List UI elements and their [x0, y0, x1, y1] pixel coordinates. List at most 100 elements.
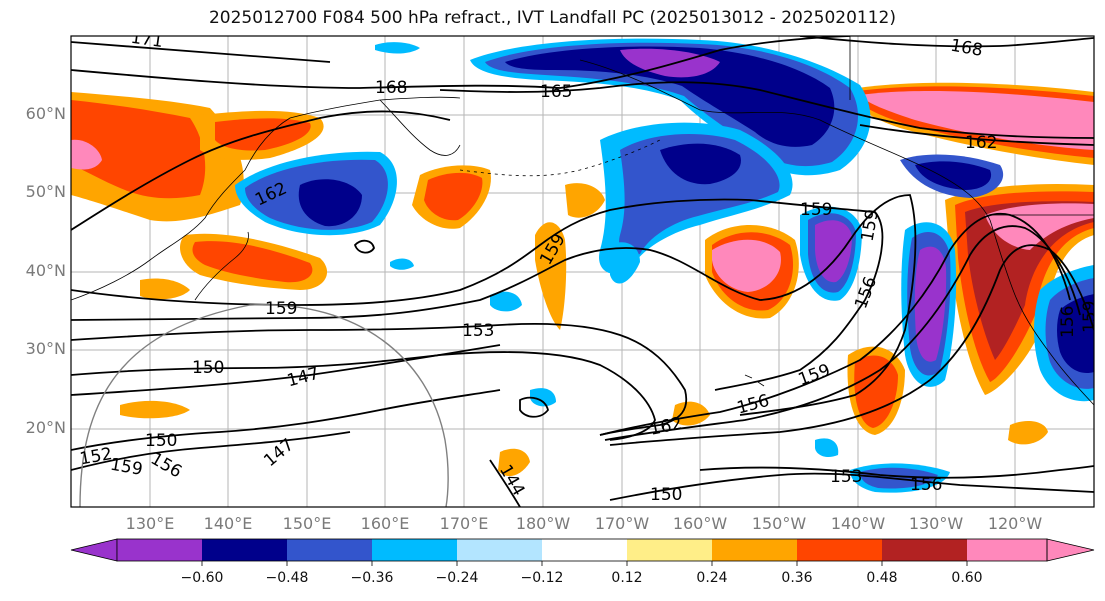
latitude-label: 50°N	[25, 182, 66, 201]
contour-small-closed	[353, 239, 375, 254]
contour-label: 159	[265, 299, 297, 319]
fill-nepac2-purple	[815, 220, 852, 283]
fill-small-lightblue-3	[530, 388, 556, 407]
colorbar-tick-label: 0.12	[611, 570, 643, 586]
fill-westcoast-darkred	[965, 201, 1094, 360]
coast-na-west	[989, 219, 1094, 406]
fill-pacific-red	[424, 172, 483, 221]
fill-japan-red	[192, 241, 313, 283]
contour-trough-2	[604, 225, 1081, 441]
contour-165	[439, 81, 1094, 139]
contour-144	[489, 459, 521, 507]
coast-hawaii	[744, 374, 765, 387]
longitude-label: 130°E	[125, 514, 175, 533]
fill-alaska-pink	[860, 90, 1094, 150]
colorbar-tick-label: −0.24	[435, 570, 479, 586]
contour-label: 150	[192, 358, 224, 378]
colorbar-extend-high	[1046, 538, 1095, 562]
height-contours	[71, 36, 1094, 507]
coast-kamchatka	[379, 99, 461, 156]
contour-label: 150	[650, 485, 682, 505]
coastlines	[71, 36, 1094, 406]
fill-pacific-lightblue	[610, 242, 640, 284]
colorbar-segment	[542, 539, 627, 561]
colorbar-segment	[712, 539, 797, 561]
colorbar	[70, 538, 1095, 566]
contour-label: 153	[462, 321, 494, 341]
contour-label: 150	[145, 431, 177, 451]
fill-pacific-lightblue-2	[375, 42, 420, 54]
fill-small-lightblue-4	[815, 438, 839, 458]
contour-label: 153	[830, 467, 862, 487]
longitude-label: 150°E	[282, 514, 332, 533]
fill-bering-navy	[505, 46, 835, 147]
fill-small-lightblue-2	[390, 258, 414, 270]
fill-okhotsk-navy	[298, 179, 362, 227]
latitude-label: 30°N	[25, 339, 66, 358]
range-circle	[79, 304, 449, 507]
contour-label: 156	[910, 475, 942, 495]
colorbar-segment	[882, 539, 967, 561]
fill-small-west-orange	[140, 278, 190, 300]
colorbar-tick-label: 0.36	[781, 570, 813, 586]
fill-gulf-navy	[660, 143, 741, 185]
longitude-label: 140°E	[203, 514, 253, 533]
contour-159-main	[71, 198, 884, 391]
fill-west-red	[71, 100, 206, 199]
contour-label: 162	[965, 133, 997, 153]
coast-aleutians	[459, 139, 661, 177]
positive-anomaly-fill	[71, 82, 1094, 477]
fill-baja-navy	[1057, 294, 1094, 374]
longitude-label: 160°E	[360, 514, 410, 533]
negative-anomaly-fill	[235, 38, 1094, 493]
colorbar-segment	[797, 539, 882, 561]
fill-west-pink	[71, 139, 102, 170]
colorbar-tick-label: 0.48	[866, 570, 898, 586]
longitude-label: 180°W	[515, 514, 571, 533]
contour-label: 156	[1058, 306, 1078, 338]
map-frame	[70, 35, 1095, 508]
fill-tropic-orange-4	[498, 448, 530, 477]
colorbar-tick-label: −0.36	[350, 570, 394, 586]
fill-bering-purple	[620, 48, 720, 78]
contour-label: 159	[800, 200, 832, 220]
longitude-label: 150°W	[751, 514, 807, 533]
latitude-label: 20°N	[25, 418, 66, 437]
colorbar-tick-label: −0.12	[520, 570, 564, 586]
fill-tropic-orange-2	[1008, 420, 1048, 445]
contour-tropic-150	[609, 472, 1094, 501]
latitude-label: 40°N	[25, 261, 66, 280]
colorbar-segment	[202, 539, 287, 561]
contour-tropic-153	[699, 465, 1094, 479]
contour-tropic-left-2	[71, 431, 351, 471]
longitude-label: 130°W	[908, 514, 964, 533]
colorbar-segment	[117, 539, 202, 561]
colorbar-tick-label: −0.60	[180, 570, 224, 586]
contour-label: 168	[375, 78, 407, 98]
contour-label: 165	[540, 82, 572, 102]
longitude-label: 160°W	[672, 514, 728, 533]
colorbar-tick-label: 0.24	[696, 570, 728, 586]
fill-nepac-pink	[712, 239, 781, 292]
longitude-label: 120°W	[987, 514, 1043, 533]
contour-156-main	[71, 194, 917, 416]
fill-tropic-orange-1	[672, 401, 710, 426]
fill-small-lightblue-1	[490, 291, 522, 312]
fill-subtrop-red	[854, 355, 898, 428]
colorbar-extend-low	[70, 538, 118, 562]
contour-162-left	[71, 110, 451, 231]
longitude-label: 170°E	[439, 514, 489, 533]
longitude-label: 170°W	[594, 514, 650, 533]
colorbar-segment	[627, 539, 712, 561]
contour-small-closed-2	[519, 396, 549, 418]
colorbar-tick-label: −0.48	[265, 570, 309, 586]
fill-mid-orange	[565, 183, 605, 218]
figure-title: 2025012700 F084 500 hPa refract., IVT La…	[208, 8, 896, 28]
colorbar-tick-label: 0.60	[951, 570, 983, 586]
latitude-label: 60°N	[25, 104, 66, 123]
contour-trough-1	[599, 212, 1071, 436]
colorbar-frame	[116, 538, 1048, 562]
fill-tropic-orange-3	[120, 400, 190, 419]
contour-147	[71, 344, 501, 396]
fill-ak-navy	[915, 161, 992, 190]
